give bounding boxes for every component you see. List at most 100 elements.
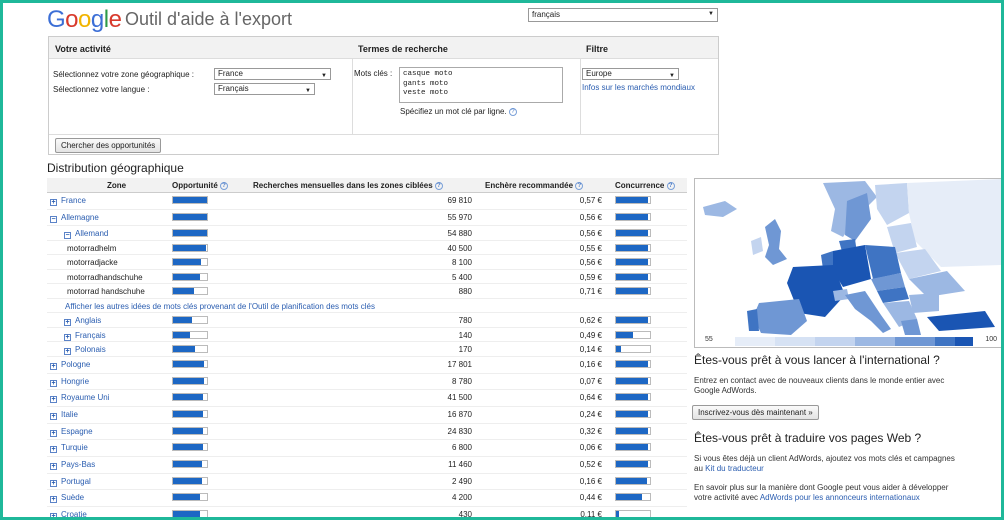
zone-label[interactable]: Pologne	[61, 359, 91, 369]
keywords-textarea[interactable]: casque moto gants moto veste moto	[399, 67, 563, 103]
table-row: + Royaume Uni 41 500 0,64 €	[47, 390, 687, 407]
expand-icon[interactable]: +	[64, 348, 71, 356]
google-logo[interactable]: Google	[47, 6, 122, 33]
table-row: − Allemagne 55 970 0,56 €	[47, 210, 687, 227]
signup-button[interactable]: Inscrivez-vous dès maintenant »	[692, 405, 819, 420]
bid-cell: 0,52 €	[579, 460, 602, 469]
table-body: + France 69 810 0,57 € − Allemagne 55 970 0,56 …	[47, 193, 687, 517]
world-markets-link[interactable]: Infos sur les marchés mondiaux	[582, 83, 695, 92]
map-region-baltics	[887, 223, 917, 253]
expand-icon[interactable]: +	[50, 446, 57, 454]
zone-label[interactable]: Royaume Uni	[61, 393, 110, 403]
zone-label[interactable]: Espagne	[61, 426, 93, 436]
bid-cell: 0,32 €	[579, 426, 602, 436]
help-icon[interactable]: ?	[434, 182, 443, 190]
europe-map-svg	[695, 179, 1001, 335]
zone-cell: + Pologne	[50, 360, 90, 370]
bid-cell: 0,14 €	[579, 345, 602, 355]
table-row: + Italie 16 870 0,24 €	[47, 407, 687, 424]
opportunity-bar	[172, 196, 208, 204]
zone-label[interactable]: Croatie	[61, 510, 87, 517]
map-region-sweden	[845, 193, 871, 241]
lang-select[interactable]: Français ▼	[214, 83, 315, 95]
expand-icon[interactable]: +	[64, 333, 71, 341]
table-row: motorradhandschuhe 5 400 0,59 €	[47, 270, 687, 285]
help-icon[interactable]: ?	[575, 182, 584, 190]
zone-cell: + Croatie	[50, 510, 87, 517]
competition-bar	[615, 460, 651, 468]
help-icon[interactable]: ?	[220, 182, 229, 190]
divider	[580, 59, 581, 134]
intl-advertisers-link[interactable]: AdWords pour les annonceurs internationa…	[759, 493, 920, 502]
th-bid: Enchère recommandée ?	[485, 181, 584, 190]
interface-language-select[interactable]: français ▼	[528, 8, 718, 22]
zone-cell: motorradhelm	[67, 244, 116, 253]
table-row: + Polonais 170 0,14 €	[47, 342, 687, 357]
help-icon[interactable]: ?	[666, 182, 675, 190]
table-row: + Français 140 0,49 €	[47, 328, 687, 343]
zone-label[interactable]: France	[61, 196, 86, 205]
expand-icon[interactable]: +	[50, 496, 57, 504]
zone-cell: + Anglais	[64, 316, 102, 327]
zone-label[interactable]: Turquie	[61, 443, 88, 453]
translate-text-2: En savoir plus sur la manière dont Googl…	[694, 483, 964, 503]
bid-cell: 0,16 €	[579, 359, 602, 369]
bid-cell: 0,71 €	[579, 287, 602, 297]
map-region-romania	[909, 293, 939, 313]
zone-label[interactable]: Italie	[61, 409, 78, 419]
collapse-icon[interactable]: −	[64, 232, 71, 240]
expand-icon[interactable]: +	[50, 463, 57, 470]
bid-cell: 0,07 €	[579, 376, 602, 386]
competition-bar	[615, 316, 651, 325]
legend-gradient	[735, 337, 973, 346]
collapse-icon[interactable]: −	[50, 215, 57, 223]
intl-text: Entrez en contact avec de nouveaux clien…	[694, 376, 945, 395]
expand-icon[interactable]: +	[50, 199, 57, 206]
expand-icon[interactable]: +	[50, 362, 57, 370]
searches-cell: 69 810	[447, 196, 472, 205]
competition-bar	[615, 393, 651, 402]
zone-label[interactable]: Hongrie	[61, 376, 90, 386]
europe-map[interactable]: 55 100	[694, 178, 1001, 348]
searches-cell: 11 460	[448, 460, 472, 469]
searches-cell: 5 400	[451, 272, 472, 282]
expand-icon[interactable]: +	[50, 479, 57, 487]
map-region-ukraine	[909, 271, 965, 297]
opportunity-bar	[172, 409, 208, 418]
zone-label[interactable]: Suède	[61, 493, 85, 503]
expand-icon[interactable]: +	[50, 429, 57, 437]
expand-icon[interactable]: +	[64, 319, 71, 327]
th-competition: Concurrence ?	[615, 181, 675, 190]
zone-label[interactable]: Portugal	[61, 476, 91, 486]
map-region-russia	[907, 179, 1001, 267]
expand-icon[interactable]: +	[50, 379, 57, 387]
translator-kit-link[interactable]: Kit du traducteur	[705, 464, 764, 473]
opportunity-bar	[172, 443, 208, 452]
zone-label[interactable]: Anglais	[75, 316, 102, 326]
keyword-line: casque moto	[403, 70, 453, 78]
bid-cell: 0,62 €	[579, 316, 602, 326]
searches-cell: 8 100	[451, 258, 472, 268]
map-region-ireland	[751, 237, 763, 255]
expand-icon[interactable]: +	[50, 513, 57, 517]
searches-cell: 55 970	[447, 212, 472, 222]
zone-select[interactable]: France ▼	[214, 68, 331, 80]
expand-icon[interactable]: +	[50, 396, 57, 404]
map-region-czech	[871, 273, 905, 291]
search-opportunities-button[interactable]: Chercher des opportunités	[55, 138, 162, 153]
zone-label[interactable]: Français	[75, 330, 106, 340]
zone-label[interactable]: Allemand	[75, 229, 109, 239]
zone-label[interactable]: Pays-Bas	[61, 460, 96, 469]
zone-label[interactable]: Allemagne	[61, 212, 99, 222]
bid-cell: 0,55 €	[579, 243, 602, 253]
expand-icon[interactable]: +	[50, 412, 57, 420]
zone-label[interactable]: Polonais	[75, 345, 106, 355]
zone-cell: + Italie	[50, 410, 78, 420]
opportunity-bar	[172, 493, 208, 502]
zone-cell: + Hongrie	[50, 377, 89, 387]
zone-cell: motorradjacke	[67, 258, 118, 267]
help-icon[interactable]: ?	[508, 108, 517, 116]
more-keyword-ideas-link[interactable]: Afficher les autres idées de mots clés p…	[65, 301, 375, 311]
map-region-uk	[765, 219, 787, 265]
filter-select[interactable]: Europe ▼	[582, 68, 679, 80]
